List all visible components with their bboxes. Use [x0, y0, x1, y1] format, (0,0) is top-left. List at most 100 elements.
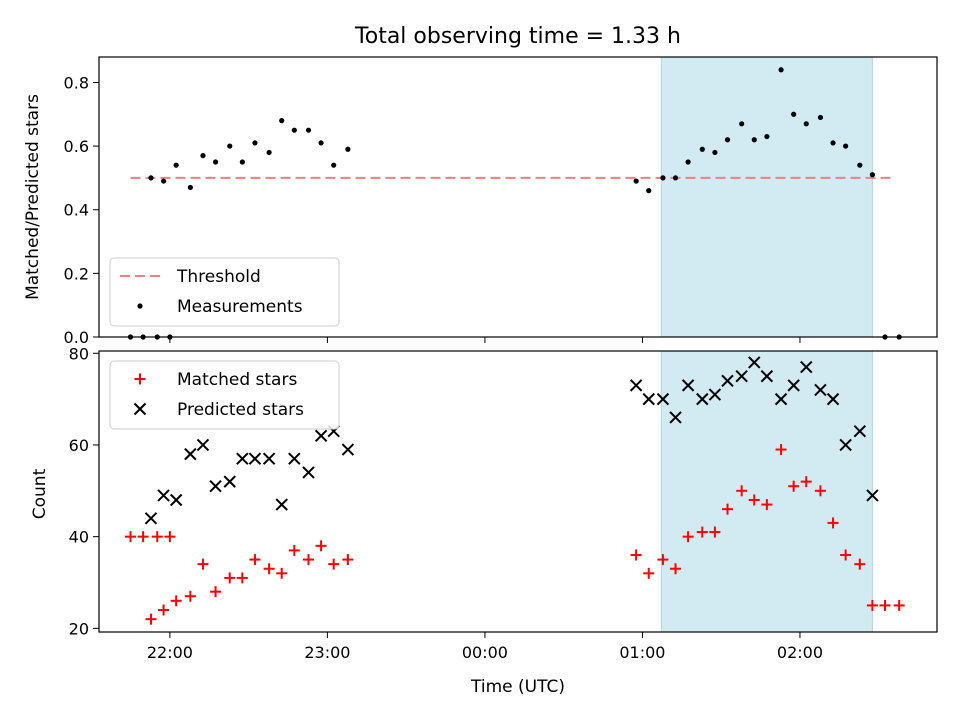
- data-point: [893, 599, 905, 611]
- data-point: [184, 447, 197, 461]
- series-predicted-stars: [144, 356, 879, 525]
- data-point: [288, 544, 300, 556]
- axes-frame: [98, 56, 938, 338]
- data-point: [248, 452, 262, 465]
- data-point: [685, 159, 691, 165]
- data-point: [817, 114, 824, 121]
- data-point: [748, 356, 761, 369]
- data-point: [302, 466, 315, 479]
- data-point: [853, 425, 867, 438]
- data-point: [288, 452, 301, 465]
- y-tick-label: 20: [69, 619, 89, 638]
- data-point: [866, 489, 879, 502]
- data-point: [712, 149, 718, 156]
- data-point: [341, 443, 355, 456]
- data-point: [854, 558, 866, 570]
- data-point: [672, 175, 679, 181]
- data-point: [791, 111, 797, 117]
- data-point: [236, 572, 248, 584]
- chart-title: Total observing time = 1.33 h: [354, 24, 681, 49]
- data-point: [739, 121, 745, 127]
- data-point: [157, 489, 170, 502]
- data-point: [148, 175, 154, 181]
- legend-label: Predicted stars: [177, 400, 304, 420]
- legend-label: Measurements: [177, 297, 303, 317]
- top-y-axis-label: Matched/Predicted stars: [23, 94, 43, 300]
- data-point: [158, 604, 170, 616]
- observing-window-span: [660, 56, 873, 338]
- data-point: [184, 590, 196, 602]
- y-tick-label: 0.6: [64, 137, 89, 156]
- data-point: [646, 188, 652, 194]
- data-point: [761, 499, 773, 511]
- legend-box: [109, 360, 340, 430]
- data-point: [669, 411, 682, 424]
- x-tick-label: 02:00: [777, 643, 823, 662]
- data-point: [630, 549, 642, 561]
- data-point: [774, 392, 788, 406]
- y-tick-label: 0.4: [64, 201, 89, 220]
- data-point: [252, 140, 258, 146]
- data-point: [169, 493, 183, 507]
- legend-marker: [134, 373, 146, 385]
- x-tick-label: 01:00: [619, 643, 665, 662]
- data-point: [160, 178, 167, 184]
- data-point: [708, 388, 722, 401]
- x-axis-label: Time (UTC): [470, 677, 565, 697]
- axes-frame: [98, 350, 938, 633]
- data-point: [315, 540, 327, 552]
- data-point: [670, 563, 682, 575]
- data-point: [657, 554, 669, 566]
- data-point: [303, 554, 314, 566]
- data-point: [210, 586, 222, 598]
- data-point: [696, 392, 709, 406]
- data-point: [629, 379, 643, 392]
- data-point: [125, 531, 137, 543]
- data-point: [224, 572, 236, 584]
- data-point: [709, 526, 721, 538]
- data-point: [173, 162, 179, 168]
- data-point: [642, 392, 655, 406]
- data-point: [223, 475, 236, 488]
- legend: Matched stars Predicted stars: [109, 360, 340, 430]
- data-point: [760, 370, 774, 383]
- data-point: [764, 133, 770, 140]
- data-point: [164, 531, 176, 543]
- x-tick-label: 00:00: [462, 643, 508, 662]
- x-tick-label: 23:00: [304, 643, 350, 662]
- data-point: [209, 480, 222, 493]
- data-point: [681, 379, 695, 392]
- data-point: [803, 121, 809, 127]
- data-point: [778, 67, 784, 73]
- data-point: [187, 184, 193, 191]
- data-point: [170, 595, 182, 607]
- y-tick-label: 40: [69, 528, 89, 547]
- data-point: [151, 531, 163, 543]
- y-tick-label: 60: [69, 436, 89, 455]
- data-point: [735, 370, 748, 383]
- y-tick-label: 0.8: [64, 73, 89, 92]
- data-point: [869, 172, 876, 178]
- top-panel: 0.0 0.2 0.4 0.6 0.8 Threshold Measurements: [64, 56, 938, 347]
- data-point: [736, 485, 748, 497]
- data-point: [660, 175, 666, 181]
- data-point: [839, 438, 852, 452]
- data-point: [787, 379, 800, 392]
- data-point: [144, 512, 158, 525]
- legend-marker: [133, 402, 147, 416]
- data-point: [830, 140, 836, 146]
- series-matched-stars: [125, 444, 905, 625]
- data-point: [197, 558, 209, 570]
- data-point: [840, 549, 852, 561]
- data-point: [328, 558, 340, 570]
- data-point: [866, 599, 878, 611]
- bottom-y-axis-label: Count: [30, 468, 50, 519]
- y-tick-label: 0.2: [64, 264, 89, 283]
- data-point: [800, 476, 812, 488]
- data-point: [724, 137, 731, 143]
- data-point: [279, 118, 285, 124]
- data-point: [699, 146, 705, 152]
- data-point: [263, 563, 275, 575]
- data-point: [643, 567, 655, 579]
